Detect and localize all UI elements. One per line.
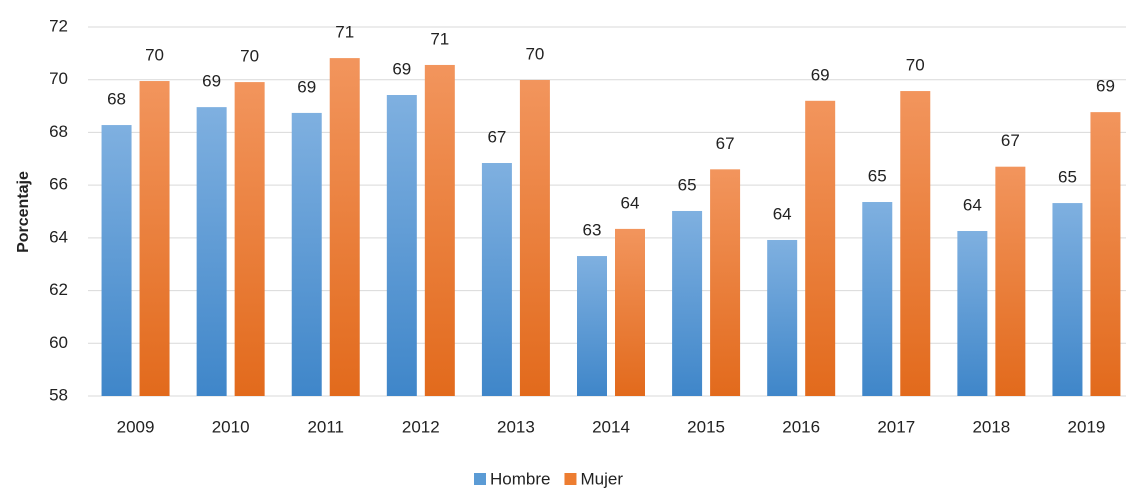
x-tick-label: 2017 xyxy=(877,417,915,436)
value-label: 71 xyxy=(430,29,449,48)
bar xyxy=(196,107,227,396)
bar xyxy=(329,58,360,396)
bar xyxy=(1052,203,1083,396)
value-label: 69 xyxy=(811,65,830,84)
bar xyxy=(957,231,988,396)
value-label: 64 xyxy=(963,195,982,214)
y-tick-label: 68 xyxy=(49,122,68,141)
bar xyxy=(139,81,170,397)
value-label: 69 xyxy=(1096,77,1115,96)
value-label: 70 xyxy=(906,56,925,75)
value-label: 69 xyxy=(202,72,221,91)
y-tick-label: 62 xyxy=(49,280,68,299)
y-tick-label: 66 xyxy=(49,175,68,194)
y-tick-label: 60 xyxy=(49,333,68,352)
bar xyxy=(481,163,512,396)
bar xyxy=(862,202,893,396)
x-tick-label: 2019 xyxy=(1068,417,1106,436)
bar xyxy=(767,239,798,396)
x-tick-label: 2018 xyxy=(972,417,1010,436)
legend-swatch xyxy=(474,473,486,485)
value-label: 71 xyxy=(335,23,354,42)
value-label: 65 xyxy=(868,166,887,185)
x-tick-label: 2016 xyxy=(782,417,820,436)
y-tick-label: 70 xyxy=(49,69,68,88)
value-label: 70 xyxy=(525,44,544,63)
x-tick-label: 2014 xyxy=(592,417,630,436)
value-label: 69 xyxy=(392,59,411,78)
bar xyxy=(995,166,1026,396)
value-label: 67 xyxy=(716,134,735,153)
value-label: 68 xyxy=(107,90,126,109)
bar xyxy=(805,100,836,397)
bar xyxy=(424,64,455,396)
value-label: 63 xyxy=(583,221,602,240)
value-label: 64 xyxy=(773,204,792,223)
value-label: 65 xyxy=(678,175,697,194)
x-tick-label: 2012 xyxy=(402,417,440,436)
legend-label: Mujer xyxy=(580,469,623,488)
legend-swatch xyxy=(564,473,577,485)
bar xyxy=(386,95,417,396)
bar xyxy=(1090,112,1121,396)
bar xyxy=(519,79,550,397)
x-tick-label: 2011 xyxy=(307,417,344,436)
y-axis-label: Porcentaje xyxy=(15,171,32,253)
value-label: 69 xyxy=(297,77,316,96)
bar xyxy=(900,91,931,397)
bar xyxy=(672,210,703,396)
x-tick-label: 2009 xyxy=(117,417,155,436)
y-tick-label: 72 xyxy=(49,16,68,35)
legend-label: Hombre xyxy=(490,469,550,488)
bar xyxy=(615,228,645,396)
value-label: 65 xyxy=(1058,168,1077,187)
x-tick-label: 2013 xyxy=(497,417,535,436)
bar xyxy=(101,125,132,396)
x-tick-label: 2015 xyxy=(687,417,725,436)
value-label: 64 xyxy=(621,193,640,212)
value-label: 70 xyxy=(240,47,259,66)
y-tick-label: 64 xyxy=(49,227,68,246)
value-label: 67 xyxy=(1001,131,1020,150)
x-tick-label: 2010 xyxy=(212,417,250,436)
bar xyxy=(577,256,607,396)
value-label: 70 xyxy=(145,46,164,65)
bar xyxy=(234,82,265,396)
bar xyxy=(710,169,741,396)
value-label: 67 xyxy=(487,127,506,146)
y-tick-label: 58 xyxy=(49,385,68,404)
bar xyxy=(291,112,322,396)
